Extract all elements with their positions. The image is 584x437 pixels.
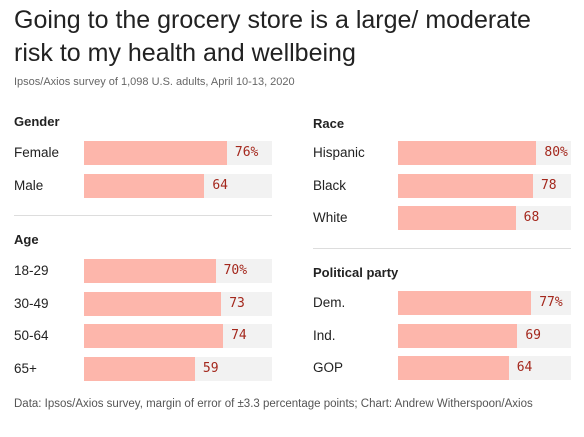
chart-footer: Data: Ipsos/Axios survey, margin of erro… bbox=[14, 398, 533, 410]
left-divider bbox=[14, 215, 272, 216]
bar-track: 80% bbox=[398, 141, 571, 165]
bar-track: 68 bbox=[398, 206, 571, 230]
value-label: 68 bbox=[523, 210, 540, 225]
group-title-political-party: Political party bbox=[313, 265, 399, 280]
bar bbox=[84, 324, 224, 348]
category-label: Male bbox=[14, 177, 44, 193]
bar bbox=[84, 141, 227, 165]
bar-track: 76% bbox=[84, 141, 272, 165]
bar-track: 74 bbox=[84, 324, 272, 348]
bar bbox=[398, 323, 518, 348]
group-title-gender: Gender bbox=[14, 114, 60, 129]
value-label: 70% bbox=[223, 263, 248, 278]
bar bbox=[84, 259, 216, 283]
bar-track: 59 bbox=[84, 356, 272, 381]
bar-track: 64 bbox=[398, 356, 571, 380]
bar-track: 70% bbox=[84, 259, 272, 283]
bar bbox=[398, 356, 509, 380]
value-label: 73 bbox=[229, 295, 245, 311]
bar bbox=[84, 291, 222, 316]
category-label: White bbox=[313, 210, 348, 225]
value-label: 64 bbox=[516, 360, 533, 375]
category-label: 30-49 bbox=[14, 295, 49, 311]
bar-row-political-party: GOP 64 bbox=[313, 356, 571, 380]
category-label: Black bbox=[313, 177, 347, 193]
bar-row-gender: Male 64 bbox=[14, 173, 272, 198]
value-label: 78 bbox=[540, 177, 557, 193]
bar-row-race: White 68 bbox=[313, 206, 571, 230]
category-label: 18-29 bbox=[14, 263, 49, 278]
bar-row-age: 50-64 74 bbox=[14, 324, 272, 348]
category-label: Dem. bbox=[313, 295, 346, 310]
bar-track: 78 bbox=[398, 173, 571, 198]
category-label: Ind. bbox=[313, 327, 336, 343]
bar bbox=[84, 173, 205, 198]
category-label: Female bbox=[14, 145, 60, 160]
bar-row-race: Black 78 bbox=[313, 173, 571, 198]
category-label: GOP bbox=[313, 360, 344, 375]
bar-row-age: 30-49 73 bbox=[14, 291, 272, 316]
value-label: 76% bbox=[234, 145, 259, 160]
bar bbox=[398, 173, 533, 198]
bar-row-political-party: Ind. 69 bbox=[313, 323, 571, 348]
bar bbox=[84, 356, 195, 381]
bar-row-age: 18-29 70% bbox=[14, 259, 272, 283]
bar-row-political-party: Dem. 77% bbox=[313, 291, 571, 315]
bar-row-age: 65+ 59 bbox=[14, 356, 272, 381]
bar bbox=[398, 291, 532, 315]
value-label: 69 bbox=[525, 327, 542, 343]
value-label: 80% bbox=[544, 145, 568, 160]
value-label: 77% bbox=[539, 295, 563, 310]
value-label: 74 bbox=[231, 328, 247, 343]
bar bbox=[398, 206, 516, 230]
bar bbox=[398, 141, 537, 165]
chart-title: Going to the grocery store is a large/ m… bbox=[14, 6, 531, 67]
value-label: 59 bbox=[202, 360, 219, 376]
chart-subtitle: Ipsos/Axios survey of 1,098 U.S. adults,… bbox=[14, 76, 295, 88]
category-label: Hispanic bbox=[313, 145, 365, 160]
group-title-race: Race bbox=[313, 116, 345, 131]
right-divider bbox=[313, 248, 571, 249]
category-label: 50-64 bbox=[14, 328, 49, 343]
bar-row-gender: Female 76% bbox=[14, 141, 272, 165]
value-label: 64 bbox=[212, 177, 228, 193]
bar-track: 73 bbox=[84, 291, 272, 316]
bar-row-race: Hispanic 80% bbox=[313, 141, 571, 165]
bar-track: 64 bbox=[84, 173, 272, 198]
group-title-age: Age bbox=[14, 232, 39, 247]
bar-track: 77% bbox=[398, 291, 571, 315]
category-label: 65+ bbox=[14, 360, 37, 376]
bar-track: 69 bbox=[398, 323, 571, 348]
